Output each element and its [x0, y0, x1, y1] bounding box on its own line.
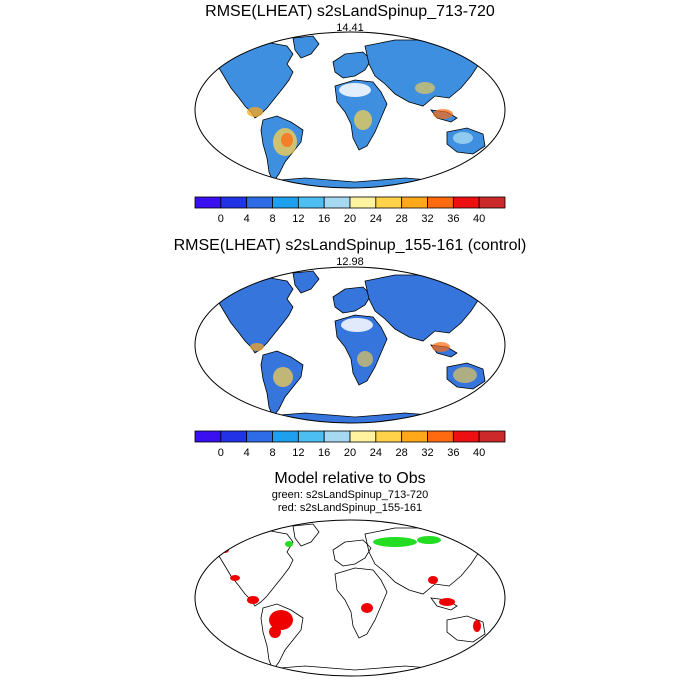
colorbar-swatch [297, 430, 325, 443]
colorbar-label: 16 [318, 213, 330, 225]
colorbar-swatch [478, 196, 506, 209]
colorbar-swatch [349, 430, 377, 443]
colorbar-label: 24 [370, 213, 382, 225]
colorbar-label: 0 [218, 447, 224, 459]
panel3-legend-red: red: s2sLandSpinup_155-161 [277, 502, 423, 514]
colorbar-swatch [375, 430, 403, 443]
panel1-map [194, 31, 506, 189]
colorbar-label: 12 [292, 213, 304, 225]
colorbar-swatch [220, 430, 248, 443]
colorbar-label: 28 [396, 213, 408, 225]
colorbar-swatch [375, 196, 403, 209]
colorbar-label: 20 [344, 447, 356, 459]
colorbar-swatch [272, 430, 299, 443]
colorbar-swatch [194, 430, 222, 443]
colorbar-label: 24 [370, 447, 382, 459]
colorbar-label: 40 [473, 447, 485, 459]
colorbar-swatch [452, 196, 480, 209]
panel2-rmse-value: 12.98 [336, 256, 364, 268]
colorbar-swatch [323, 430, 351, 443]
colorbar-swatch [427, 430, 454, 443]
green-regions [285, 536, 441, 547]
colorbar-label: 32 [421, 213, 433, 225]
colorbar-swatch [323, 196, 351, 209]
colorbar-label: 4 [244, 213, 250, 225]
colorbar-swatch [194, 196, 222, 209]
panel3-map [194, 519, 506, 677]
colorbar-label: 4 [244, 447, 250, 459]
panel1-colorbar: 0 4 8 12 16 20 24 28 32 36 40 [194, 196, 506, 225]
panel2-title: RMSE(LHEAT) s2sLandSpinup_155-161 (contr… [173, 237, 527, 254]
colorbar-swatch [401, 196, 428, 209]
colorbar-label: 32 [421, 447, 433, 459]
panel3-title: Model relative to Obs [274, 470, 426, 487]
colorbar-label: 8 [269, 447, 275, 459]
colorbar-swatch [452, 430, 480, 443]
colorbar-swatch [220, 196, 248, 209]
colorbar-label: 36 [447, 213, 459, 225]
panel3-legend-green: green: s2sLandSpinup_713-720 [271, 489, 429, 501]
colorbar-swatch [427, 196, 454, 209]
colorbar-swatch [297, 196, 325, 209]
colorbar-label: 16 [318, 447, 330, 459]
panel2-colorbar: 0 4 8 12 16 20 24 28 32 36 40 [194, 430, 506, 459]
colorbar-swatch [246, 196, 273, 209]
colorbar-swatch [401, 430, 428, 443]
colorbar-label: 40 [473, 213, 485, 225]
colorbar-label: 0 [218, 213, 224, 225]
colorbar-label: 12 [292, 447, 304, 459]
panel1-rmse-value: 14.41 [336, 22, 364, 34]
colorbar-swatch [349, 196, 377, 209]
red-regions [221, 547, 481, 638]
panel1-title: RMSE(LHEAT) s2sLandSpinup_713-720 [205, 3, 495, 20]
colorbar-swatch [246, 430, 273, 443]
colorbar-swatch [272, 196, 299, 209]
panel2-map [194, 266, 506, 424]
colorbar-label: 8 [269, 213, 275, 225]
colorbar-label: 36 [447, 447, 459, 459]
colorbar-label: 28 [396, 447, 408, 459]
colorbar-swatch [478, 430, 506, 443]
colorbar-label: 20 [344, 213, 356, 225]
